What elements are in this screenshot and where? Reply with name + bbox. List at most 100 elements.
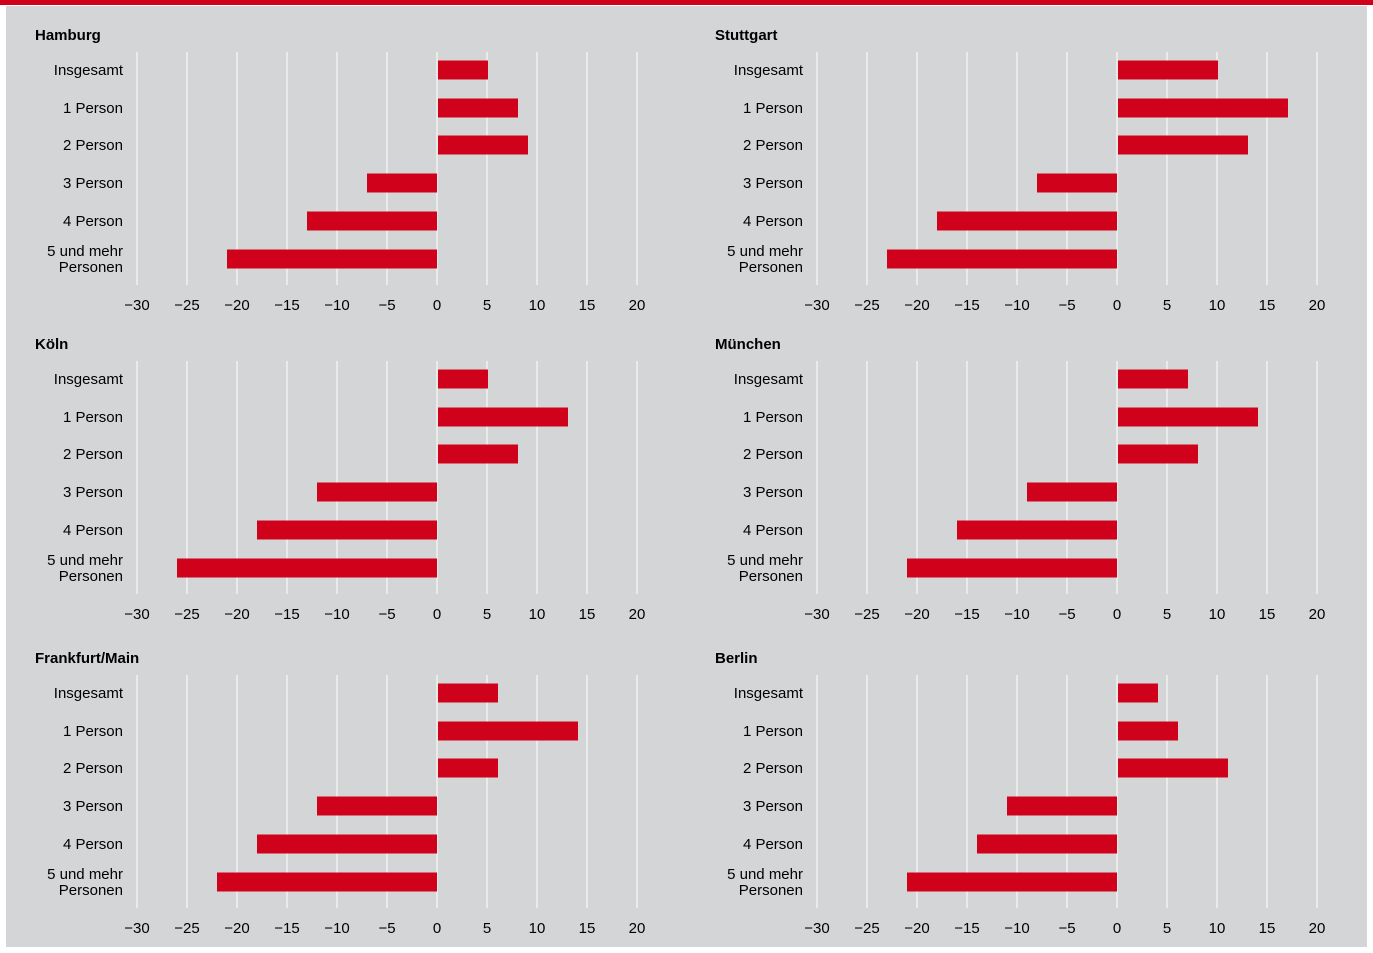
bar <box>438 98 518 118</box>
x-tick-label: 5 <box>483 297 491 314</box>
category-label: 1 Person <box>743 723 803 740</box>
category-label: 5 und mehr Personen <box>727 552 803 585</box>
bar <box>937 211 1117 231</box>
bar <box>1118 135 1248 155</box>
bar <box>217 872 437 892</box>
x-tick-label: −10 <box>324 920 349 937</box>
x-tick-label: −25 <box>174 606 199 623</box>
chart-title: München <box>715 336 781 353</box>
x-tick-label: −25 <box>174 297 199 314</box>
category-label: 2 Person <box>63 446 123 463</box>
bar <box>227 249 437 269</box>
x-tick-label: 20 <box>1309 920 1326 937</box>
bar <box>438 758 498 778</box>
x-tick-label: −20 <box>224 606 249 623</box>
chart-title: Berlin <box>715 650 758 667</box>
bar <box>438 683 498 703</box>
x-tick-label: −30 <box>124 920 149 937</box>
x-tick-label: −10 <box>324 606 349 623</box>
x-tick-label: 5 <box>1163 297 1171 314</box>
category-label: 2 Person <box>63 760 123 777</box>
x-tick-label: 10 <box>1209 606 1226 623</box>
category-label: 4 Person <box>63 213 123 230</box>
category-label: 2 Person <box>743 137 803 154</box>
category-label: 5 und mehr Personen <box>47 866 123 899</box>
bar <box>977 834 1117 854</box>
x-tick-label: −15 <box>274 297 299 314</box>
x-tick-label: 15 <box>1259 920 1276 937</box>
x-tick-label: −5 <box>1058 297 1075 314</box>
x-tick-label: 0 <box>433 920 441 937</box>
x-tick-label: −15 <box>274 920 299 937</box>
x-tick-label: 5 <box>1163 920 1171 937</box>
category-label: 2 Person <box>743 446 803 463</box>
x-tick-label: −15 <box>274 606 299 623</box>
x-tick-label: −10 <box>1004 297 1029 314</box>
x-tick-label: −20 <box>224 920 249 937</box>
bar <box>177 558 437 578</box>
x-tick-label: −30 <box>804 297 829 314</box>
x-tick-label: −20 <box>904 297 929 314</box>
x-tick-label: 15 <box>579 920 596 937</box>
category-label: 5 und mehr Personen <box>727 243 803 276</box>
x-tick-label: 20 <box>1309 297 1326 314</box>
x-tick-label: 10 <box>529 920 546 937</box>
category-label: Insgesamt <box>54 62 124 79</box>
chart-title: Hamburg <box>35 27 101 44</box>
x-tick-label: −25 <box>174 920 199 937</box>
category-label: 5 und mehr Personen <box>47 243 123 276</box>
bar <box>1118 683 1158 703</box>
x-tick-label: −20 <box>224 297 249 314</box>
category-label: 3 Person <box>63 798 123 815</box>
bar <box>317 482 437 502</box>
x-tick-label: −15 <box>954 606 979 623</box>
x-tick-label: −5 <box>378 606 395 623</box>
category-label: Insgesamt <box>734 62 804 79</box>
x-tick-label: 10 <box>529 606 546 623</box>
x-tick-label: −10 <box>324 297 349 314</box>
category-label: 5 und mehr Personen <box>47 552 123 585</box>
x-tick-label: −5 <box>378 297 395 314</box>
chart-panel: Stuttgart Insgesamt 1 Person 2 Person 3 Pers… <box>715 27 1325 314</box>
category-label: 1 Person <box>743 100 803 117</box>
x-tick-label: −30 <box>124 297 149 314</box>
x-tick-label: 0 <box>1113 297 1121 314</box>
category-label: 1 Person <box>63 409 123 426</box>
x-tick-label: 20 <box>1309 606 1326 623</box>
bar <box>257 834 437 854</box>
category-label: 4 Person <box>743 213 803 230</box>
bar <box>1027 482 1117 502</box>
bar <box>1118 758 1228 778</box>
bar <box>438 407 568 427</box>
category-label: 2 Person <box>63 137 123 154</box>
bar <box>907 558 1117 578</box>
bar <box>257 520 437 540</box>
bar <box>438 721 578 741</box>
x-tick-label: 20 <box>629 606 646 623</box>
category-label: 3 Person <box>63 175 123 192</box>
category-label: 1 Person <box>63 100 123 117</box>
bar <box>1118 407 1258 427</box>
x-tick-label: 15 <box>579 606 596 623</box>
category-label: 4 Person <box>63 836 123 853</box>
x-tick-label: −15 <box>954 297 979 314</box>
chart-title: Frankfurt/Main <box>35 650 139 667</box>
category-label: 4 Person <box>743 522 803 539</box>
top-accent-rule <box>0 0 1373 5</box>
category-label: 3 Person <box>743 798 803 815</box>
category-label: Insgesamt <box>734 685 804 702</box>
category-label: Insgesamt <box>54 371 124 388</box>
bar <box>1118 369 1188 389</box>
x-tick-label: 10 <box>529 297 546 314</box>
bar <box>1118 444 1198 464</box>
category-label: 3 Person <box>743 484 803 501</box>
bar <box>438 135 528 155</box>
bar <box>438 369 488 389</box>
category-label: Insgesamt <box>734 371 804 388</box>
x-tick-label: −10 <box>1004 920 1029 937</box>
category-label: Insgesamt <box>54 685 124 702</box>
category-label: 4 Person <box>63 522 123 539</box>
x-tick-label: 20 <box>629 920 646 937</box>
bar <box>307 211 437 231</box>
